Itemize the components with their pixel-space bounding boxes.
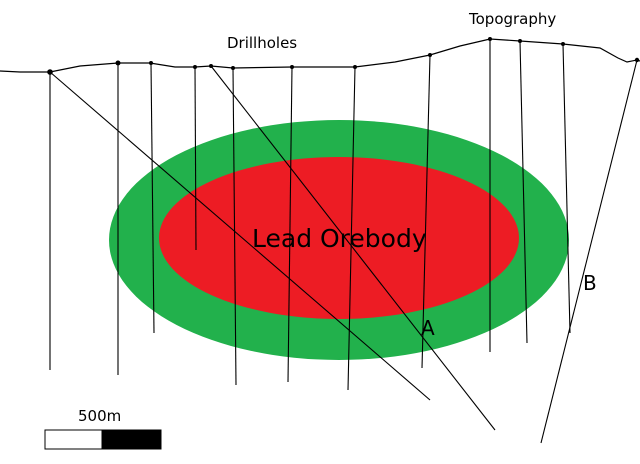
- collar-dot: [290, 65, 294, 69]
- hole-b-label: B: [583, 271, 597, 295]
- drillhole-7: [347, 66, 356, 391]
- drillholes-label: Drillholes: [227, 34, 297, 52]
- collar-dot: [231, 66, 235, 70]
- drillhole-11: [562, 43, 571, 334]
- collar-dot: [47, 69, 53, 75]
- scale-bar: 500m: [44, 407, 162, 450]
- collar-dot: [353, 65, 357, 69]
- collar-dot: [209, 64, 213, 68]
- collar-dot: [115, 60, 121, 66]
- collar-dot: [518, 39, 522, 43]
- drillhole-6: [287, 66, 293, 383]
- inclined-drillholes-group: [49, 59, 638, 444]
- collar-dots: [47, 37, 640, 75]
- scale-bar-black: [101, 429, 162, 450]
- collar-dot: [428, 53, 432, 57]
- orebody-label: Lead Orebody: [252, 224, 427, 253]
- orebody: [159, 157, 519, 319]
- topography-line: [0, 38, 640, 73]
- drillhole-10: [519, 40, 528, 344]
- collar-dot: [634, 57, 640, 63]
- drillholes-group: [49, 39, 571, 391]
- topography-label: Topography: [468, 10, 556, 28]
- collar-dot: [561, 42, 565, 46]
- drillhole-4: [194, 66, 197, 251]
- drillhole-3: [150, 62, 155, 334]
- drillhole-a: [210, 65, 496, 431]
- collar-dot: [193, 65, 197, 69]
- collar-dot: [149, 61, 153, 65]
- drillhole-8: [421, 54, 431, 369]
- scale-label: 500m: [78, 407, 121, 425]
- inclined-drillhole-left: [49, 71, 431, 401]
- drillhole-5: [232, 67, 237, 386]
- collar-dot: [488, 37, 492, 41]
- scale-bar-white: [44, 429, 103, 450]
- hole-a-label: A: [421, 316, 435, 340]
- drillhole-b: [540, 59, 638, 444]
